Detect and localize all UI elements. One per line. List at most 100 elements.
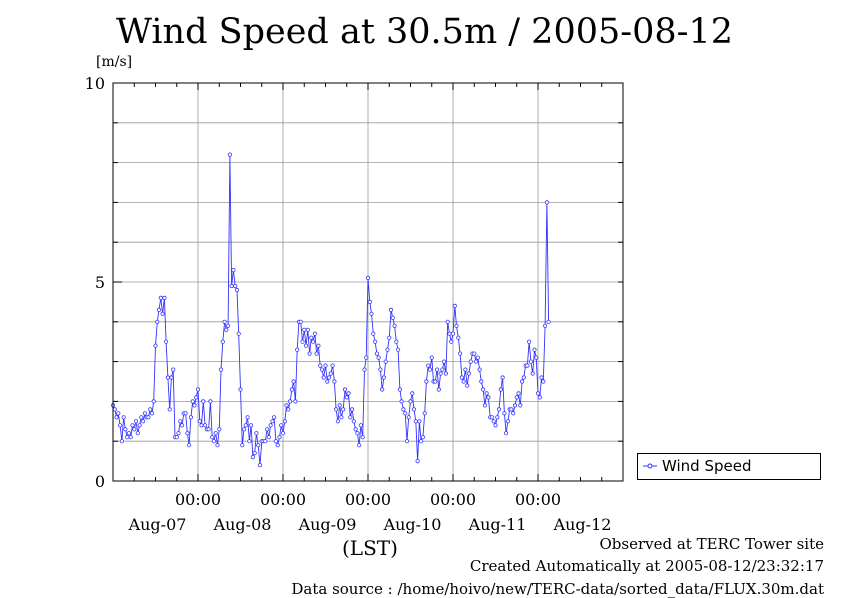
data-point — [521, 375, 526, 380]
x-date-label: Aug-11 — [468, 515, 527, 534]
data-point — [401, 407, 406, 412]
data-point — [116, 411, 121, 416]
data-point — [300, 339, 305, 344]
data-point — [374, 351, 379, 356]
data-point — [514, 395, 519, 400]
data-point — [418, 439, 424, 444]
data-point — [141, 419, 146, 424]
data-point — [491, 419, 496, 424]
data-point — [123, 427, 128, 432]
data-point — [119, 439, 125, 444]
data-point — [195, 387, 201, 392]
data-point — [226, 323, 231, 328]
data-point — [443, 371, 448, 376]
data-point — [480, 387, 486, 392]
data-point — [176, 431, 181, 436]
data-point — [215, 443, 220, 448]
data-point — [413, 419, 418, 424]
data-point — [434, 367, 440, 372]
data-point — [395, 347, 401, 352]
data-point — [440, 367, 445, 372]
data-point — [158, 295, 163, 300]
data-point — [213, 431, 218, 436]
data-point — [149, 411, 155, 416]
data-point — [201, 399, 206, 404]
data-point — [156, 307, 162, 312]
data-point — [348, 415, 353, 420]
data-point — [234, 287, 240, 293]
data-point — [321, 375, 326, 380]
x-axis-label: (LST) — [342, 536, 398, 560]
data-point — [438, 371, 443, 376]
data-point — [406, 415, 411, 420]
data-point — [371, 331, 376, 336]
x-time-label: 00:00 — [515, 490, 561, 509]
x-time-label: 00:00 — [260, 490, 306, 509]
data-point — [280, 431, 286, 436]
data-point — [222, 319, 227, 324]
data-point — [250, 454, 255, 460]
data-point — [509, 407, 514, 412]
data-point — [326, 375, 332, 380]
y-tick-label: 5 — [95, 273, 105, 292]
data-point — [118, 423, 123, 428]
data-point — [424, 379, 429, 384]
data-point — [291, 379, 296, 384]
data-point — [351, 419, 356, 424]
axis-ticks — [113, 82, 623, 482]
data-point — [218, 367, 224, 372]
data-point — [420, 435, 425, 440]
data-point — [211, 439, 216, 444]
data-point — [465, 383, 470, 388]
data-point — [489, 415, 495, 420]
data-point — [427, 367, 433, 372]
data-point — [466, 371, 471, 376]
data-point — [298, 319, 303, 324]
data-point — [473, 359, 479, 364]
data-point — [454, 323, 459, 328]
data-point — [408, 399, 413, 404]
data-point — [457, 351, 463, 356]
data-point — [505, 419, 510, 424]
data-point — [461, 379, 466, 384]
data-point — [399, 399, 404, 404]
data-point — [164, 339, 169, 344]
data-point — [404, 439, 410, 444]
data-point — [263, 439, 268, 444]
data-point — [429, 355, 434, 360]
data-point — [319, 367, 325, 372]
data-point — [266, 435, 271, 440]
data-point — [479, 379, 484, 384]
data-point — [169, 375, 174, 380]
data-point — [447, 331, 452, 336]
data-point — [148, 407, 153, 412]
data-point — [392, 323, 397, 328]
data-point — [512, 403, 518, 408]
data-point — [273, 439, 278, 444]
data-point — [378, 367, 383, 372]
data-point — [238, 387, 243, 392]
data-point — [247, 439, 252, 444]
data-point — [394, 339, 399, 344]
data-point — [539, 375, 544, 380]
y-tick-label: 10 — [85, 74, 105, 93]
footer-created: Created Automatically at 2005-08-12/23:3… — [469, 557, 824, 575]
data-point — [511, 411, 516, 416]
data-point — [528, 359, 534, 364]
data-point — [192, 403, 197, 408]
data-point — [282, 419, 287, 424]
data-point — [341, 407, 346, 412]
data-point — [525, 363, 530, 368]
data-point — [293, 399, 298, 404]
data-point — [254, 431, 259, 436]
data-point — [468, 359, 473, 364]
data-point — [335, 419, 340, 424]
data-point — [174, 435, 179, 440]
data-point — [546, 319, 551, 324]
data-point — [498, 387, 503, 392]
data-point — [171, 367, 176, 372]
footer-data-source: Data source : /home/hoivo/new/TERC-data/… — [291, 580, 824, 598]
data-point — [519, 379, 525, 384]
data-point — [411, 407, 417, 412]
